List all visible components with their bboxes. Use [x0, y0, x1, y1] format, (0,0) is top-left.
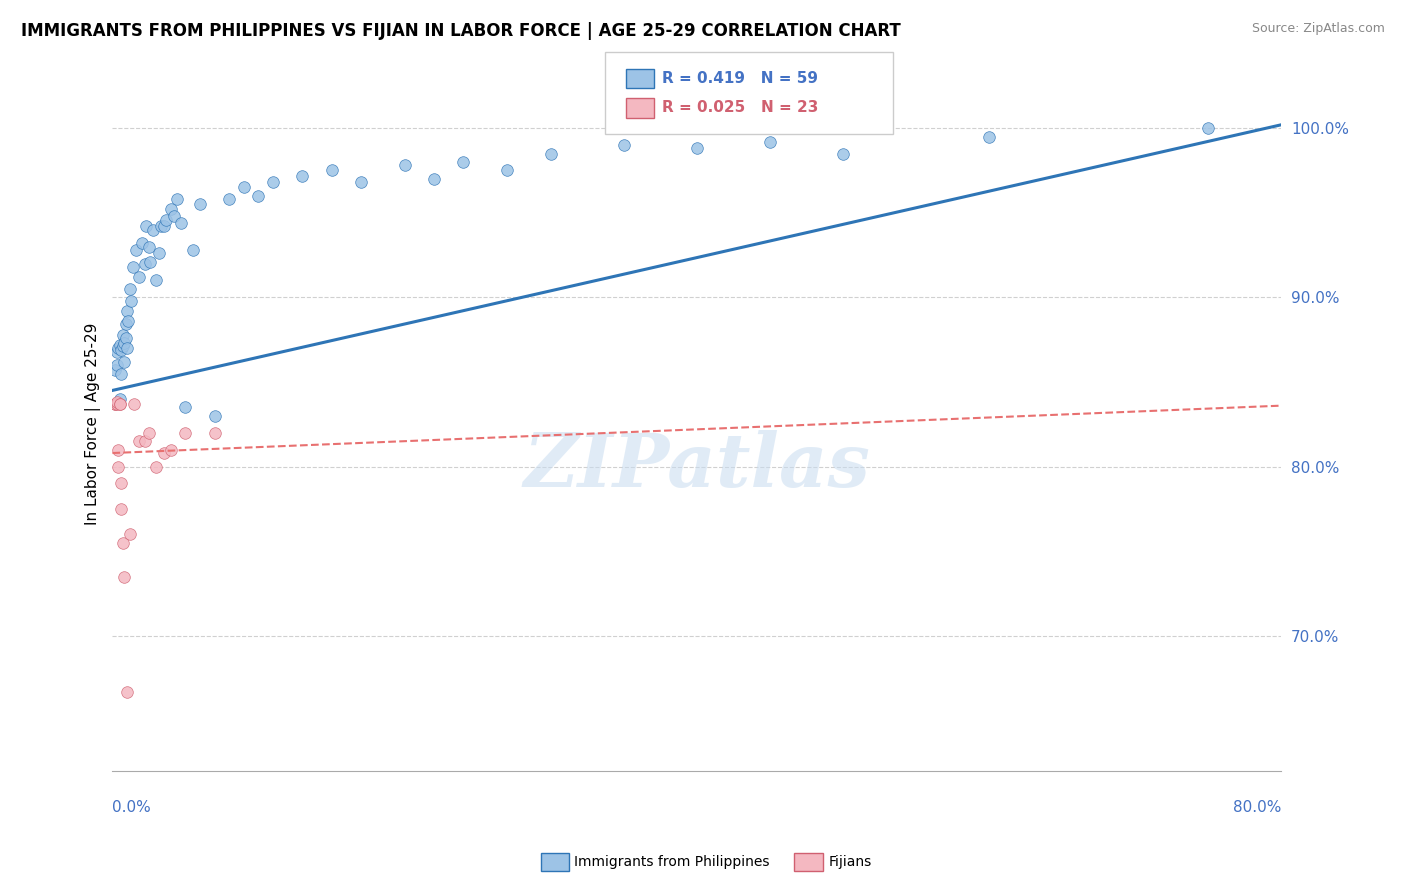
Point — [118, 527, 141, 541]
Point — [540, 146, 562, 161]
Point — [107, 459, 129, 474]
Point — [188, 197, 211, 211]
Point — [394, 158, 416, 172]
Point — [111, 327, 134, 342]
Point — [495, 163, 517, 178]
Point — [110, 343, 132, 357]
Text: IMMIGRANTS FROM PHILIPPINES VS FIJIAN IN LABOR FORCE | AGE 25-29 CORRELATION CHA: IMMIGRANTS FROM PHILIPPINES VS FIJIAN IN… — [21, 22, 901, 40]
Point — [163, 209, 186, 223]
Point — [112, 336, 135, 351]
Text: Fijians: Fijians — [828, 855, 872, 869]
Point — [321, 163, 343, 178]
Point — [152, 219, 174, 234]
Point — [152, 446, 174, 460]
Point — [160, 202, 183, 217]
Point — [108, 397, 131, 411]
Point — [128, 434, 150, 449]
Point — [181, 243, 204, 257]
Point — [138, 425, 160, 440]
Point — [134, 256, 156, 270]
Point — [110, 367, 132, 381]
Point — [170, 216, 193, 230]
Point — [105, 397, 128, 411]
Point — [232, 180, 254, 194]
Point — [247, 189, 270, 203]
Point — [686, 141, 709, 155]
Text: Source: ZipAtlas.com: Source: ZipAtlas.com — [1251, 22, 1385, 36]
Point — [108, 397, 131, 411]
Point — [105, 344, 128, 359]
Point — [125, 243, 148, 257]
Point — [166, 192, 188, 206]
Point — [124, 397, 146, 411]
Point — [121, 260, 143, 274]
Point — [108, 392, 131, 406]
Point — [423, 172, 446, 186]
Point — [107, 341, 129, 355]
Point — [613, 138, 636, 153]
Point — [128, 270, 150, 285]
Point — [218, 192, 240, 206]
Point — [104, 397, 127, 411]
Point — [110, 501, 132, 516]
Point — [139, 255, 162, 269]
Text: 0.0%: 0.0% — [112, 800, 152, 815]
Text: R = 0.419   N = 59: R = 0.419 N = 59 — [662, 71, 818, 86]
Point — [155, 212, 177, 227]
Point — [104, 363, 127, 377]
Point — [148, 246, 170, 260]
Text: 80.0%: 80.0% — [1233, 800, 1281, 815]
Point — [112, 569, 135, 583]
Point — [111, 339, 134, 353]
Point — [1197, 121, 1219, 136]
Point — [174, 401, 197, 415]
Text: ZIPatlas: ZIPatlas — [523, 430, 870, 502]
Point — [145, 459, 167, 474]
Point — [111, 535, 134, 549]
Point — [105, 395, 128, 409]
Point — [118, 282, 141, 296]
Point — [759, 135, 782, 149]
Point — [120, 293, 142, 308]
Text: R = 0.025   N = 23: R = 0.025 N = 23 — [662, 101, 818, 115]
Point — [204, 409, 226, 423]
Point — [110, 476, 132, 491]
Point — [112, 354, 135, 368]
Y-axis label: In Labor Force | Age 25-29: In Labor Force | Age 25-29 — [86, 323, 101, 525]
Point — [142, 223, 165, 237]
Point — [350, 175, 373, 189]
Point — [115, 304, 138, 318]
Point — [105, 358, 128, 372]
Point — [117, 314, 139, 328]
Point — [291, 169, 314, 183]
Point — [107, 442, 129, 457]
Point — [138, 239, 160, 253]
Point — [115, 684, 138, 698]
Point — [149, 219, 172, 234]
Point — [131, 236, 153, 251]
Point — [262, 175, 284, 189]
Point — [115, 341, 138, 355]
Point — [104, 397, 127, 411]
Point — [451, 155, 474, 169]
Point — [160, 442, 183, 457]
Point — [114, 318, 136, 332]
Point — [145, 273, 167, 287]
Point — [204, 425, 226, 440]
Point — [108, 337, 131, 351]
Point — [174, 425, 197, 440]
Point — [134, 434, 156, 449]
Point — [135, 219, 157, 234]
Text: Immigrants from Philippines: Immigrants from Philippines — [574, 855, 769, 869]
Point — [831, 146, 853, 161]
Point — [114, 331, 136, 345]
Point — [977, 129, 1000, 144]
